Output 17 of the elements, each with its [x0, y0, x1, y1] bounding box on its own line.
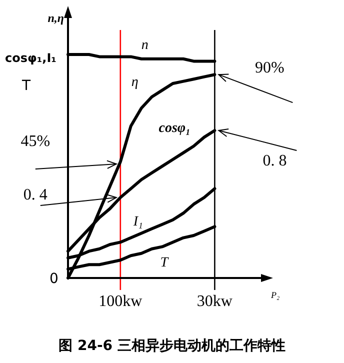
- x-axis-title: P₂: [270, 290, 280, 300]
- series-label: T: [160, 256, 170, 271]
- series-label: I₁: [132, 214, 143, 230]
- x-tick-label: 100kw: [98, 293, 143, 310]
- text: 0: [50, 271, 58, 287]
- annotation: 0. 8: [262, 152, 287, 170]
- text: cosφ₁,I₁: [5, 51, 56, 65]
- y-axis-title: n,η: [48, 11, 64, 25]
- series-label: n: [141, 38, 148, 53]
- annotation: 0. 4: [23, 186, 48, 204]
- caption: 图 24-6 三相异步电动机的工作特性: [58, 338, 286, 354]
- series-label: η: [131, 75, 138, 90]
- annotation: 90%: [255, 60, 284, 77]
- legend-label: cosφ₁: [158, 121, 190, 136]
- text: T: [21, 78, 31, 94]
- annotation: 45%: [20, 133, 50, 150]
- x-tick-label: 30kw: [196, 293, 233, 310]
